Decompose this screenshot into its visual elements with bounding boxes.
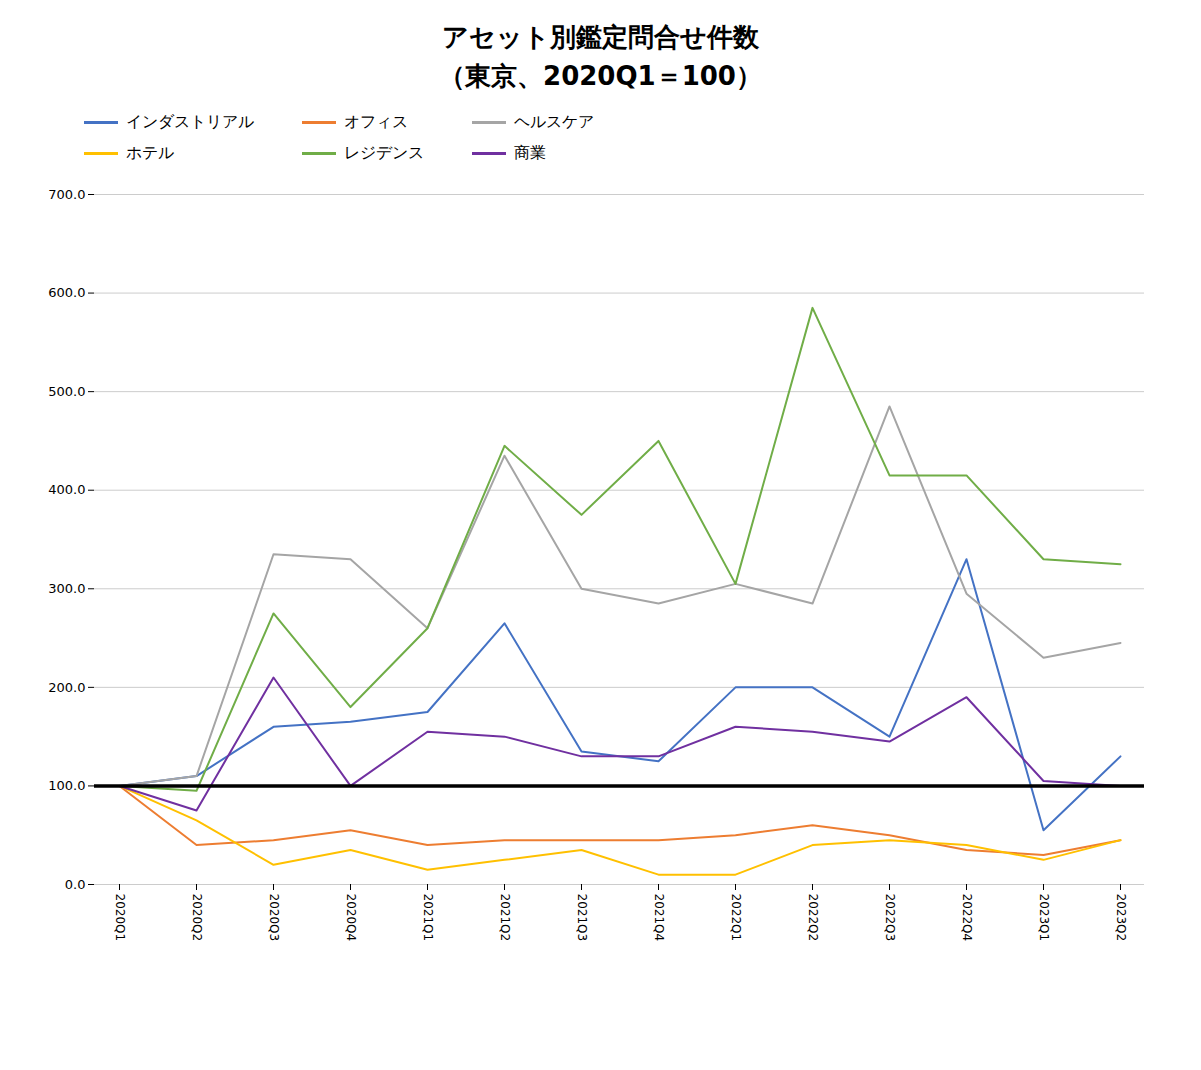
html-text:ヘルスケア: ヘルスケア	[514, 112, 594, 131]
svg-text:400.0: 400.0	[48, 482, 85, 497]
svg-text:2021Q1: 2021Q1	[421, 894, 435, 942]
svg-text:2022Q4: 2022Q4	[960, 894, 974, 942]
html-text:レジデンス: レジデンス	[344, 143, 424, 162]
html-text:アセット別鑑定問合せ件数: アセット別鑑定問合せ件数	[442, 22, 759, 52]
html-text:オフィス: オフィス	[344, 112, 408, 131]
svg-text:2022Q2: 2022Q2	[806, 894, 820, 942]
html-text:商業: 商業	[514, 143, 546, 162]
svg-text:2020Q1: 2020Q1	[113, 894, 127, 942]
svg-text:100.0: 100.0	[48, 778, 85, 793]
svg-text:700.0: 700.0	[48, 187, 85, 202]
svg-text:2023Q2: 2023Q2	[1114, 894, 1128, 942]
svg-text:500.0: 500.0	[48, 384, 85, 399]
svg-text:2021Q4: 2021Q4	[652, 894, 666, 942]
svg-text:2020Q4: 2020Q4	[344, 894, 358, 942]
svg-text:2020Q3: 2020Q3	[267, 894, 281, 942]
svg-text:0.0: 0.0	[65, 877, 86, 892]
svg-text:2022Q1: 2022Q1	[729, 894, 743, 942]
svg-text:200.0: 200.0	[48, 680, 85, 695]
svg-text:2020Q2: 2020Q2	[190, 894, 204, 942]
svg-text:2021Q2: 2021Q2	[498, 894, 512, 942]
svg-text:2021Q3: 2021Q3	[575, 894, 589, 942]
html-text:（東京、2020Q1＝100）: （東京、2020Q1＝100）	[439, 61, 762, 91]
html-text:インダストリアル: インダストリアル	[126, 112, 254, 131]
svg-text:2023Q1: 2023Q1	[1037, 894, 1051, 942]
svg-text:2022Q3: 2022Q3	[883, 894, 897, 942]
svg-text:300.0: 300.0	[48, 581, 85, 596]
html-text:ホテル: ホテル	[126, 143, 174, 162]
svg-text:600.0: 600.0	[48, 285, 85, 300]
